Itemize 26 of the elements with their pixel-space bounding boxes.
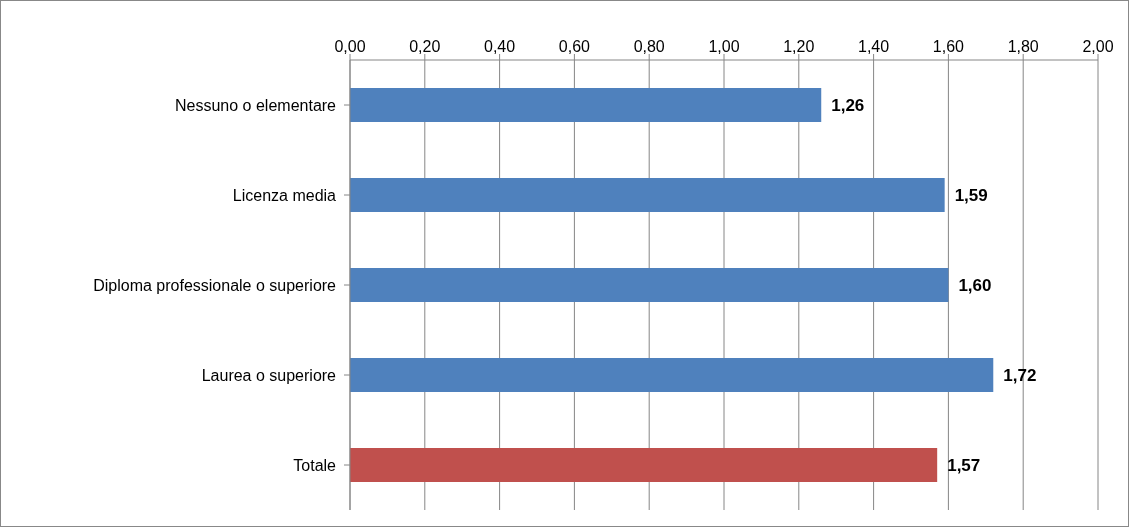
x-tick-label: 0,60 bbox=[558, 38, 591, 55]
bar bbox=[350, 358, 994, 392]
x-tick-label: 2,00 bbox=[1082, 38, 1114, 55]
bar bbox=[350, 88, 822, 122]
y-tick-label: Nessuno o elementare bbox=[175, 96, 337, 114]
data-label: 1,60 bbox=[958, 276, 992, 296]
x-tick-label: 0,20 bbox=[409, 38, 441, 55]
data-label: 1,57 bbox=[947, 456, 981, 476]
x-tick-label: 0,80 bbox=[633, 38, 665, 55]
x-tick-label: 1,20 bbox=[783, 38, 815, 55]
x-tick-label: 1,00 bbox=[708, 38, 740, 55]
bar bbox=[350, 448, 938, 482]
bar bbox=[350, 268, 949, 302]
x-tick-label: 1,40 bbox=[858, 38, 890, 55]
bar bbox=[350, 178, 945, 212]
y-tick-label: Licenza media bbox=[232, 186, 337, 204]
y-tick-label: Diploma professionale o superiore bbox=[93, 276, 337, 294]
y-tick-label: Laurea o superiore bbox=[201, 366, 337, 384]
x-tick-label: 0,40 bbox=[484, 38, 516, 55]
data-label: 1,59 bbox=[954, 186, 988, 206]
x-tick-label: 1,80 bbox=[1007, 38, 1039, 55]
data-label: 1,72 bbox=[1003, 366, 1037, 386]
data-label: 1,26 bbox=[831, 96, 865, 116]
x-tick-label: 1,60 bbox=[932, 38, 965, 55]
x-tick-label: 0,00 bbox=[334, 38, 366, 55]
y-tick-label: Totale bbox=[293, 456, 337, 474]
